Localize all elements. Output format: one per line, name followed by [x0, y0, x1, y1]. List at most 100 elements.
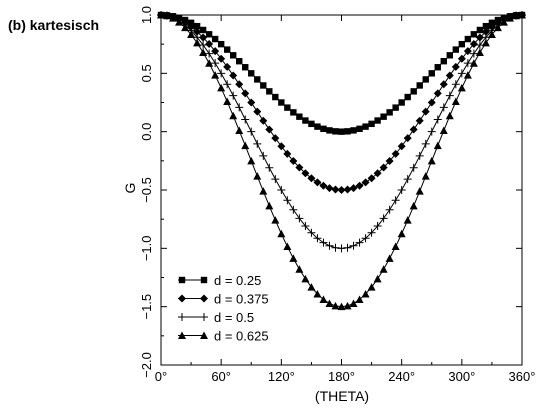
- data-point-triangle: [463, 71, 472, 79]
- data-point-diamond: [235, 80, 244, 89]
- data-point-plus: [469, 49, 478, 58]
- data-point-square: [470, 31, 478, 38]
- data-point-square: [230, 52, 237, 59]
- data-point-diamond: [397, 142, 406, 151]
- data-point-square: [223, 46, 231, 53]
- chart-series: [157, 11, 526, 311]
- data-point-diamond: [385, 157, 394, 166]
- data-point-triangle: [181, 23, 190, 32]
- x-tick-label: 360°: [509, 369, 536, 384]
- data-point-plus: [295, 214, 304, 223]
- data-point-square: [464, 35, 472, 43]
- data-point-triangle: [211, 71, 220, 79]
- data-point-square: [386, 109, 393, 116]
- data-point-square: [374, 117, 381, 124]
- data-point-plus: [301, 222, 310, 231]
- data-point-triangle: [487, 30, 496, 39]
- data-point-plus: [241, 115, 250, 124]
- data-point-triangle: [193, 38, 202, 47]
- data-point-diamond: [289, 157, 298, 166]
- x-tick-label: 180°: [328, 369, 355, 384]
- data-point-diamond: [217, 54, 226, 63]
- data-point-plus: [343, 243, 352, 252]
- data-point-triangle: [475, 48, 484, 56]
- data-point-square: [193, 22, 201, 30]
- data-point-diamond: [283, 149, 292, 158]
- data-point-triangle: [469, 59, 478, 67]
- data-point-plus: [331, 243, 340, 252]
- data-point-square: [326, 127, 333, 134]
- data-point-triangle: [361, 290, 370, 298]
- data-point-triangle: [391, 242, 400, 251]
- data-point-triangle: [157, 11, 165, 19]
- series-triangle: [157, 11, 526, 311]
- data-point-triangle: [178, 331, 186, 339]
- data-point-triangle: [313, 290, 322, 298]
- data-point-square: [440, 58, 447, 65]
- series-line: [160, 14, 523, 308]
- data-point-plus: [433, 115, 442, 124]
- data-point-square: [428, 70, 435, 77]
- data-point-square: [380, 113, 387, 120]
- data-point-plus: [379, 214, 388, 223]
- series-square: [157, 11, 526, 135]
- data-point-plus: [373, 222, 382, 231]
- data-point-triangle: [223, 97, 232, 106]
- data-point-triangle: [271, 216, 280, 224]
- data-point-triangle: [481, 38, 490, 47]
- data-point-plus: [313, 234, 322, 243]
- data-point-diamond: [475, 33, 484, 42]
- data-point-square: [416, 82, 423, 89]
- panel-label: (b) kartesisch: [8, 17, 100, 33]
- data-point-triangle: [451, 97, 460, 106]
- series-diamond: [157, 11, 526, 194]
- data-point-plus: [211, 59, 220, 68]
- data-point-square: [278, 99, 285, 106]
- legend-label: d = 0.25: [214, 273, 261, 288]
- data-point-triangle: [241, 141, 250, 150]
- data-point-diamond: [193, 27, 202, 36]
- legend-label: d = 0.5: [214, 310, 254, 325]
- data-point-triangle: [355, 295, 364, 304]
- data-point-diamond: [199, 33, 208, 42]
- data-point-plus: [397, 186, 406, 194]
- data-point-square: [404, 93, 411, 101]
- data-point-diamond: [229, 71, 238, 80]
- data-point-triangle: [379, 265, 388, 273]
- data-point-square: [266, 88, 273, 95]
- data-point-square: [434, 64, 441, 71]
- data-point-diamond: [481, 27, 490, 36]
- data-point-triangle: [283, 242, 292, 251]
- data-point-plus: [253, 139, 262, 148]
- data-point-triangle: [205, 59, 214, 67]
- data-point-square: [332, 128, 339, 135]
- y-tick-label: −1.0: [139, 235, 154, 261]
- y-axis-label: G: [122, 183, 138, 194]
- data-point-square: [314, 123, 321, 130]
- legend-label: d = 0.625: [214, 329, 269, 344]
- data-point-plus: [367, 228, 376, 237]
- data-point-square: [392, 104, 399, 111]
- data-point-plus: [178, 313, 186, 321]
- data-point-plus: [217, 69, 226, 78]
- data-point-plus: [259, 151, 268, 160]
- data-point-square: [320, 125, 327, 133]
- data-point-diamond: [295, 163, 304, 172]
- data-point-plus: [475, 40, 484, 49]
- data-point-plus: [451, 80, 460, 89]
- data-point-plus: [391, 196, 400, 205]
- data-point-triangle: [499, 18, 508, 26]
- y-tick-label: 1.0: [139, 6, 154, 24]
- chart-legend: d = 0.25 d = 0.375 d = 0.5 d = 0.625: [178, 273, 269, 344]
- data-point-plus: [415, 151, 424, 160]
- data-point-plus: [421, 139, 430, 148]
- data-point-plus: [355, 238, 364, 247]
- data-point-diamond: [433, 89, 442, 98]
- data-point-square: [458, 40, 466, 48]
- data-point-triangle: [439, 126, 448, 135]
- data-point-plus: [199, 40, 208, 49]
- data-point-square: [302, 117, 309, 124]
- series-plus: [157, 11, 526, 253]
- data-point-plus: [277, 186, 286, 194]
